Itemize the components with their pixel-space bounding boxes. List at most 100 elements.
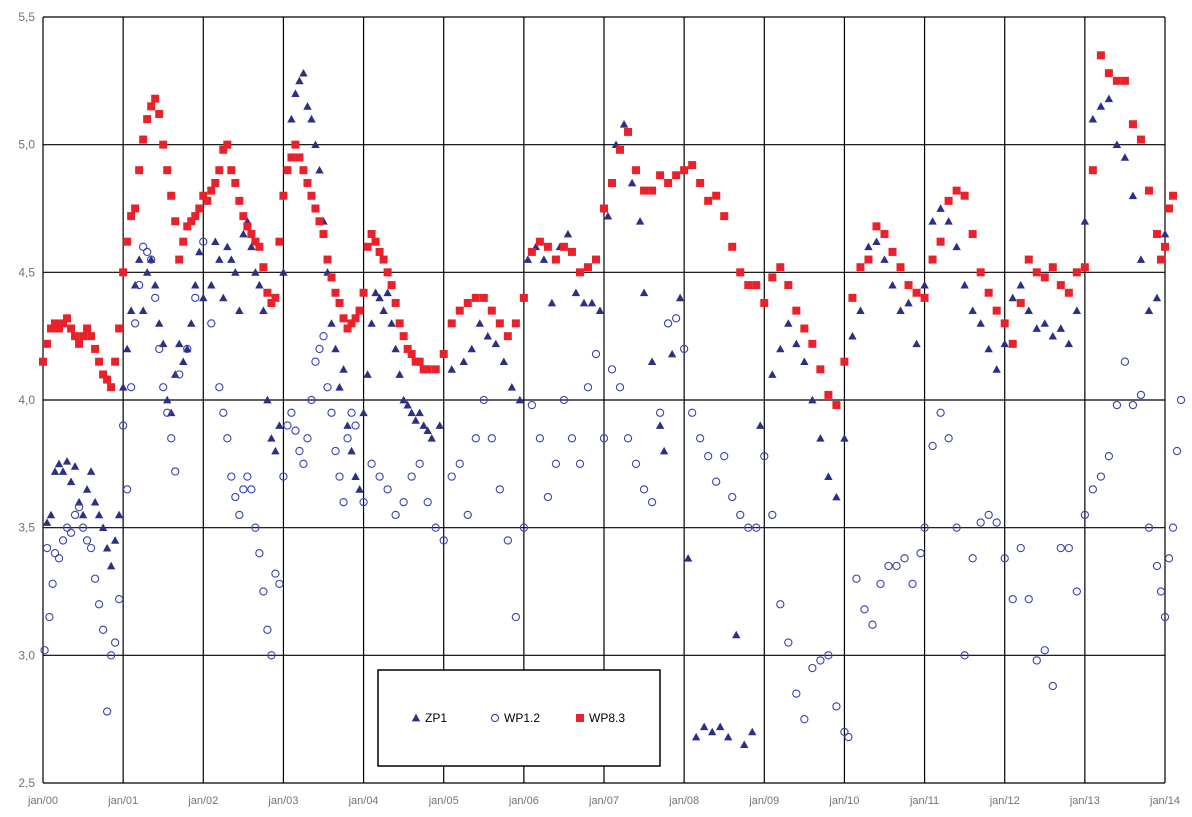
data-point-zp1 — [1128, 191, 1138, 200]
data-point-wp83 — [175, 255, 184, 264]
data-point-wp12 — [407, 472, 416, 481]
data-point-wp83 — [303, 178, 312, 187]
data-point-wp12 — [1164, 554, 1174, 563]
data-point-wp83 — [251, 237, 260, 246]
data-point-wp83 — [1136, 135, 1145, 144]
data-point-wp12 — [62, 523, 72, 532]
data-point-wp83 — [279, 191, 288, 200]
data-point-wp83 — [1072, 268, 1081, 277]
data-point-wp83 — [1064, 288, 1073, 297]
data-point-wp12 — [251, 523, 260, 532]
data-point-wp83 — [91, 344, 100, 353]
data-point-wp83 — [463, 298, 472, 307]
data-point-zp1 — [1048, 331, 1057, 340]
data-point-wp12 — [367, 459, 376, 468]
data-point-zp1 — [403, 400, 412, 409]
data-point-wp12 — [191, 293, 200, 303]
data-point-wp12 — [928, 441, 937, 451]
data-point-zp1 — [447, 365, 456, 373]
data-point-wp12 — [1088, 485, 1098, 494]
data-point-wp83 — [888, 247, 897, 256]
data-point-zp1 — [824, 472, 833, 480]
x-tick-label: jan/00 — [27, 795, 58, 807]
data-point-wp83 — [371, 237, 380, 246]
data-point-wp83 — [203, 196, 212, 205]
data-point-wp83 — [323, 255, 332, 264]
data-point-wp12 — [54, 554, 64, 563]
data-point-wp12 — [183, 344, 192, 354]
data-point-wp83 — [391, 298, 400, 307]
data-point-wp12 — [768, 510, 777, 520]
data-point-zp1 — [792, 339, 801, 348]
data-point-wp12 — [704, 452, 713, 461]
data-point-wp12 — [647, 497, 657, 507]
x-tick-label: jan/09 — [748, 795, 779, 807]
data-point-wp12 — [1144, 523, 1154, 532]
data-point-wp83 — [347, 319, 356, 328]
data-point-zp1 — [183, 344, 192, 353]
data-point-zp1 — [1008, 293, 1017, 302]
data-point-wp83 — [259, 263, 268, 272]
data-point-wp12 — [235, 510, 244, 520]
data-point-wp83 — [71, 332, 80, 341]
data-point-wp83 — [640, 186, 649, 195]
data-point-zp1 — [459, 357, 468, 366]
data-point-zp1 — [808, 395, 817, 404]
data-point-zp1 — [66, 477, 76, 486]
data-point-zp1 — [315, 166, 324, 174]
data-point-zp1 — [848, 331, 857, 340]
data-point-wp83 — [1056, 281, 1065, 290]
data-point-wp12 — [615, 383, 625, 392]
data-point-wp12 — [559, 395, 569, 405]
data-point-wp12 — [74, 503, 84, 512]
data-point-zp1 — [667, 349, 677, 358]
data-point-wp12 — [175, 370, 184, 379]
data-point-zp1 — [263, 395, 272, 404]
data-point-wp83 — [944, 196, 953, 205]
data-point-zp1 — [142, 268, 152, 276]
data-point-wp83 — [1144, 186, 1153, 195]
data-point-wp12 — [275, 579, 284, 588]
data-point-wp83 — [167, 191, 176, 200]
data-point-zp1 — [387, 319, 396, 327]
data-point-wp83 — [255, 242, 264, 251]
data-point-wp12 — [752, 523, 761, 532]
data-point-zp1 — [58, 467, 68, 475]
data-point-wp83 — [1096, 51, 1105, 60]
data-point-wp83 — [247, 230, 256, 239]
data-point-wp12 — [900, 554, 909, 563]
data-point-zp1 — [187, 319, 196, 327]
data-point-wp12 — [106, 651, 116, 660]
data-point-wp83 — [59, 319, 68, 328]
data-point-zp1 — [138, 306, 148, 314]
data-point-wp83 — [143, 115, 152, 124]
x-tick-label: jan/08 — [668, 795, 699, 807]
data-point-wp83 — [736, 268, 745, 277]
ticks-layer: jan/00 jan/01 jan/02 jan/03 jan/04 jan/05 jan/… — [18, 10, 1180, 807]
data-point-wp83 — [519, 293, 528, 302]
data-point-zp1 — [331, 344, 340, 353]
data-point-wp83 — [79, 332, 88, 341]
series-wp83 — [39, 51, 1178, 410]
data-point-wp12 — [952, 523, 961, 532]
data-point-wp83 — [784, 281, 793, 290]
legend-symbol-wp83 — [576, 714, 584, 722]
data-point-wp12 — [42, 543, 52, 553]
data-point-wp12 — [495, 485, 504, 494]
data-point-wp83 — [848, 293, 857, 302]
data-point-zp1 — [968, 306, 977, 314]
data-point-zp1 — [347, 446, 356, 455]
data-point-wp12 — [439, 536, 448, 545]
data-point-wp12 — [479, 395, 488, 405]
data-point-wp83 — [1156, 255, 1165, 264]
data-point-zp1 — [94, 510, 104, 519]
data-point-wp12 — [271, 569, 280, 578]
data-point-wp83 — [872, 222, 881, 231]
data-point-wp83 — [315, 217, 324, 226]
data-point-wp83 — [744, 281, 753, 290]
data-point-wp83 — [415, 357, 424, 366]
data-point-zp1 — [211, 237, 220, 246]
data-point-wp12 — [607, 365, 617, 374]
data-point-wp83 — [648, 186, 657, 195]
data-point-zp1 — [102, 543, 112, 552]
